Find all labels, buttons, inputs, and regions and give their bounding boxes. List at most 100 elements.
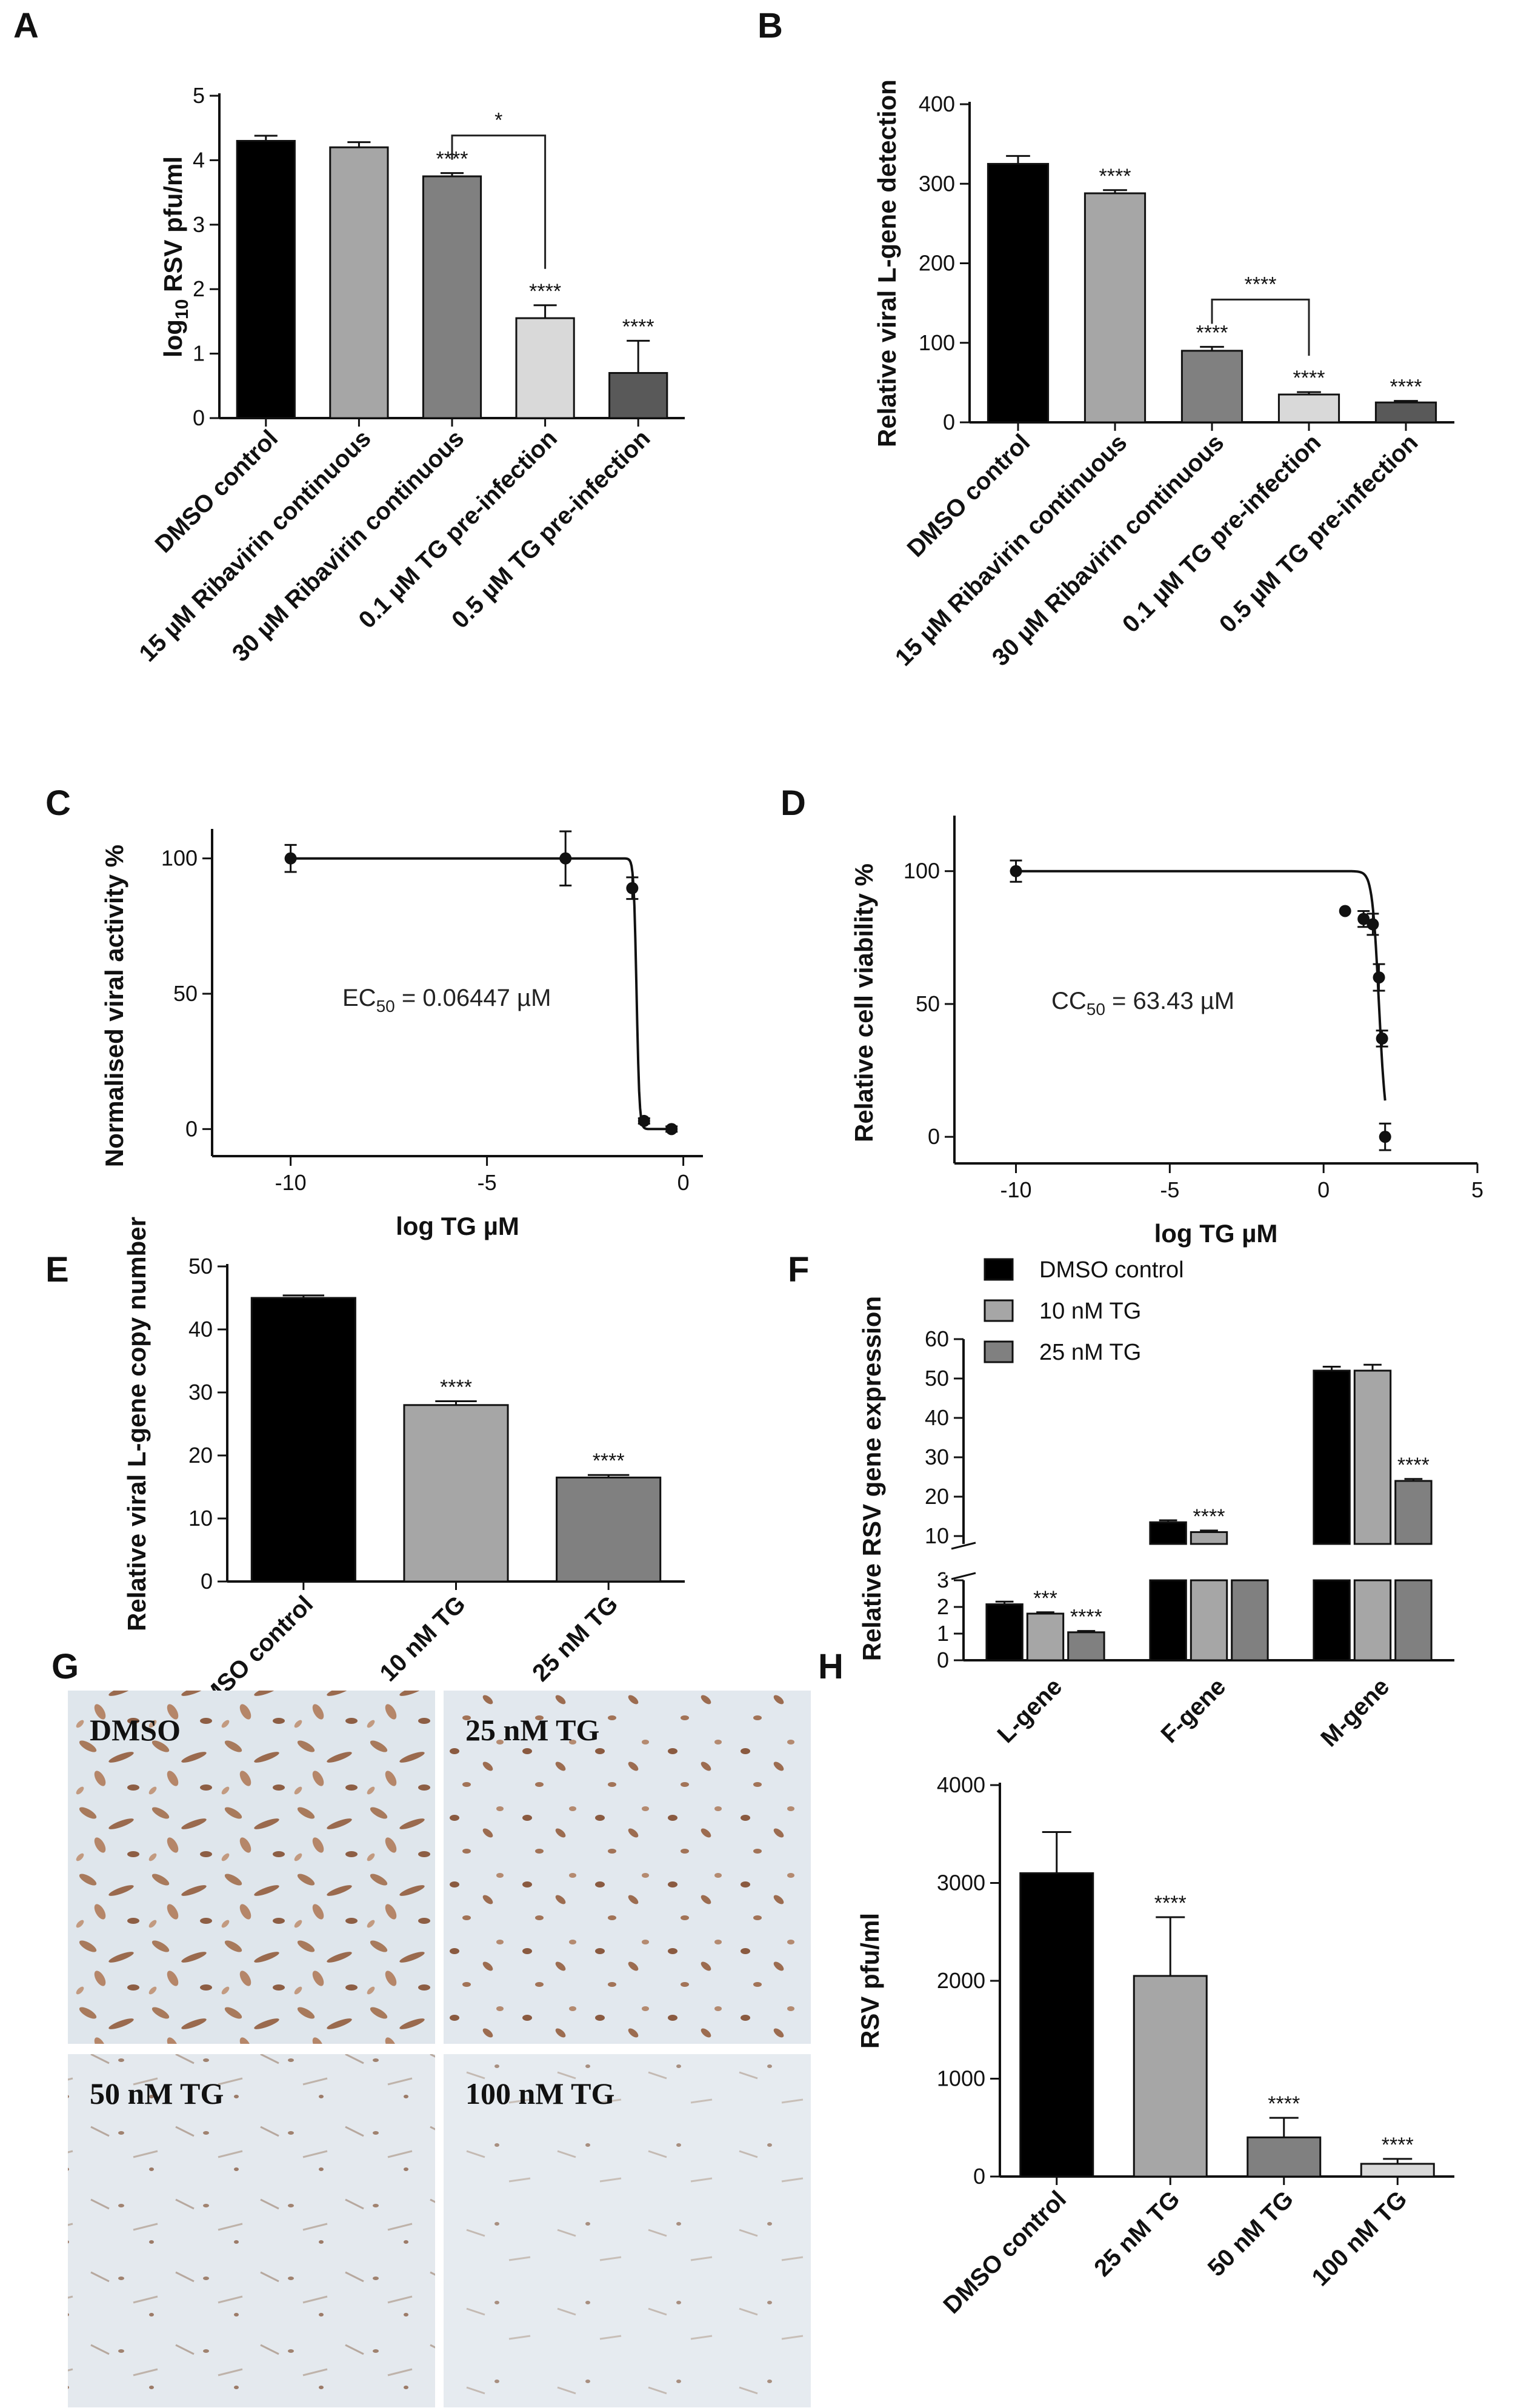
chart-f-category-label: F-gene <box>1156 1673 1231 1748</box>
chart-f-bar-lower <box>1231 1579 1269 1661</box>
chart-h-bar <box>1247 2136 1322 2178</box>
chart-c-x-tick-label: 0 <box>677 1170 690 1195</box>
chart-f-legend-label: 10 nM TG <box>1039 1299 1141 1324</box>
panel-label-e: E <box>45 1250 69 1289</box>
chart-c-data-point <box>637 1114 650 1127</box>
chart-e-y-tick-label: 0 <box>201 1569 213 1594</box>
chart-panel-c: 0 50 100 -10 -5 0 EC50 = 0.06447 µM log TG µM No… <box>100 829 703 1240</box>
chart-e-y-tick-label: 30 <box>188 1380 213 1405</box>
chart-b-significance: **** <box>1293 367 1325 390</box>
chart-f-bar-upper <box>1149 1521 1187 1545</box>
chart-b-y-tick-label: 100 <box>919 330 955 355</box>
chart-b-bar <box>987 162 1050 424</box>
chart-f-bar-upper <box>1353 1369 1392 1545</box>
chart-c-y-axis-label: Normalised viral activity % <box>100 845 128 1167</box>
micrograph-50nm <box>68 2054 435 2407</box>
chart-f-axis-break <box>945 1549 1460 1575</box>
chart-d-x-tick-label: -5 <box>1160 1177 1179 1202</box>
chart-b-bar <box>1277 393 1340 424</box>
chart-a-y-tick-label: 2 <box>193 276 205 301</box>
chart-c-fit-curve <box>290 857 672 1131</box>
chart-a-y-axis-label: log10 RSV pfu/ml <box>159 156 192 358</box>
chart-b-significance: **** <box>1196 321 1228 344</box>
chart-c-x-axis-label: log TG µM <box>396 1212 519 1240</box>
chart-d-y-tick-label: 100 <box>904 859 940 883</box>
chart-e-bar <box>556 1476 662 1583</box>
chart-h-significance: **** <box>1154 1892 1187 1915</box>
chart-f-bar <box>985 1603 1024 1661</box>
chart-d-x-axis-label: log TG µM <box>1154 1219 1278 1248</box>
chart-d-y-tick-label: 50 <box>916 991 940 1016</box>
micrograph-dmso <box>68 1691 435 2044</box>
chart-b-y-tick-label: 400 <box>919 91 955 116</box>
chart-panel-f: 0123102030405060*******L-gene********F-g… <box>857 1257 1460 1752</box>
chart-a-category-label: 0.1 µM TG pre-infection <box>354 425 562 633</box>
chart-f-y-axis-label: Relative RSV gene expression <box>857 1296 886 1661</box>
chart-c-x-tick-label: -5 <box>478 1170 497 1195</box>
chart-a-bracket-label: * <box>494 109 502 132</box>
chart-a-bar <box>422 175 482 419</box>
chart-a-category-label: 0.5 µM TG pre-infection <box>447 425 655 633</box>
chart-f-bar <box>1026 1612 1065 1661</box>
chart-b-bar <box>1374 401 1437 424</box>
chart-a-significance: **** <box>529 280 561 303</box>
chart-f-legend-swatch <box>984 1299 1014 1322</box>
chart-b-y-axis-label: Relative viral L-gene detection <box>873 79 901 447</box>
chart-h-bar <box>1133 1975 1208 2178</box>
chart-a-y-tick-label: 3 <box>193 212 205 237</box>
chart-d-y-axis-label: Relative cell viability % <box>850 863 878 1142</box>
chart-e-category-label: 25 nM TG <box>527 1591 623 1686</box>
chart-a-bar <box>329 146 389 419</box>
chart-f-bar-lower <box>1313 1579 1351 1661</box>
chart-f-y-tick-label: 40 <box>925 1405 949 1430</box>
chart-f-bar-lower <box>1190 1579 1228 1661</box>
chart-e-category-label: 10 nM TG <box>375 1591 470 1686</box>
chart-h-category-label: 100 nM TG <box>1307 2186 1412 2291</box>
chart-e-bar <box>403 1404 509 1583</box>
chart-e-y-tick-label: 10 <box>188 1506 213 1531</box>
panel-label-a: A <box>13 6 39 45</box>
chart-d-data-point <box>1376 1032 1388 1045</box>
chart-h-y-axis-label: RSV pfu/ml <box>856 1913 884 2049</box>
chart-a-y-tick-label: 0 <box>193 405 205 430</box>
chart-d-data-point <box>1339 905 1351 917</box>
chart-panel-d: 0 50 100 -10 -5 0 5 CC50 = 63.43 µM log TG µM Rel… <box>850 816 1483 1248</box>
chart-e-y-tick-label: 40 <box>188 1317 213 1342</box>
chart-d-x-tick-label: 0 <box>1317 1177 1330 1202</box>
chart-f-y-tick-label: 0 <box>937 1648 949 1672</box>
chart-f-bar-upper <box>1394 1480 1433 1545</box>
micrograph-label-dmso: DMSO <box>90 1713 181 1747</box>
chart-b-y-tick-label: 200 <box>919 251 955 276</box>
chart-d-data-point <box>1367 918 1379 931</box>
chart-e-bar <box>250 1297 356 1583</box>
chart-f-y-tick-label: 30 <box>925 1445 949 1469</box>
chart-f-y-tick-label: 2 <box>937 1594 949 1619</box>
chart-h-y-tick-label: 4000 <box>937 1772 985 1797</box>
panel-label-h: H <box>818 1647 844 1686</box>
chart-b-bar <box>1084 192 1147 424</box>
micrograph-25nm <box>444 1691 811 2044</box>
chart-b-bar <box>1180 350 1243 424</box>
chart-f-bar-lower <box>1149 1579 1187 1661</box>
chart-d-x-tick-label: 5 <box>1471 1177 1483 1202</box>
chart-f-y-tick-label: 20 <box>925 1484 949 1509</box>
chart-h-y-tick-label: 3000 <box>937 1871 985 1895</box>
chart-h-category-label: 25 nM TG <box>1089 2186 1185 2281</box>
chart-c-annotation: EC50 = 0.06447 µM <box>342 985 551 1016</box>
chart-f-break-mark <box>951 1572 976 1580</box>
chart-a-y-tick-label: 1 <box>193 341 205 366</box>
chart-f-break-mark <box>951 1542 976 1550</box>
chart-h-bar <box>1019 1872 1094 2178</box>
chart-b-significance: **** <box>1099 165 1131 188</box>
chart-a-bracket <box>451 135 547 269</box>
micrograph-100nm <box>444 2054 811 2407</box>
chart-f-bar <box>1067 1631 1105 1661</box>
micrograph-label-25nm: 25 nM TG <box>465 1713 599 1747</box>
chart-f-significance: **** <box>1193 1505 1225 1528</box>
chart-f-legend-swatch <box>984 1340 1014 1363</box>
chart-f-legend-label: 25 nM TG <box>1039 1340 1141 1365</box>
chart-f-y-tick-label: 50 <box>925 1366 949 1391</box>
chart-c-data-point <box>626 882 639 894</box>
